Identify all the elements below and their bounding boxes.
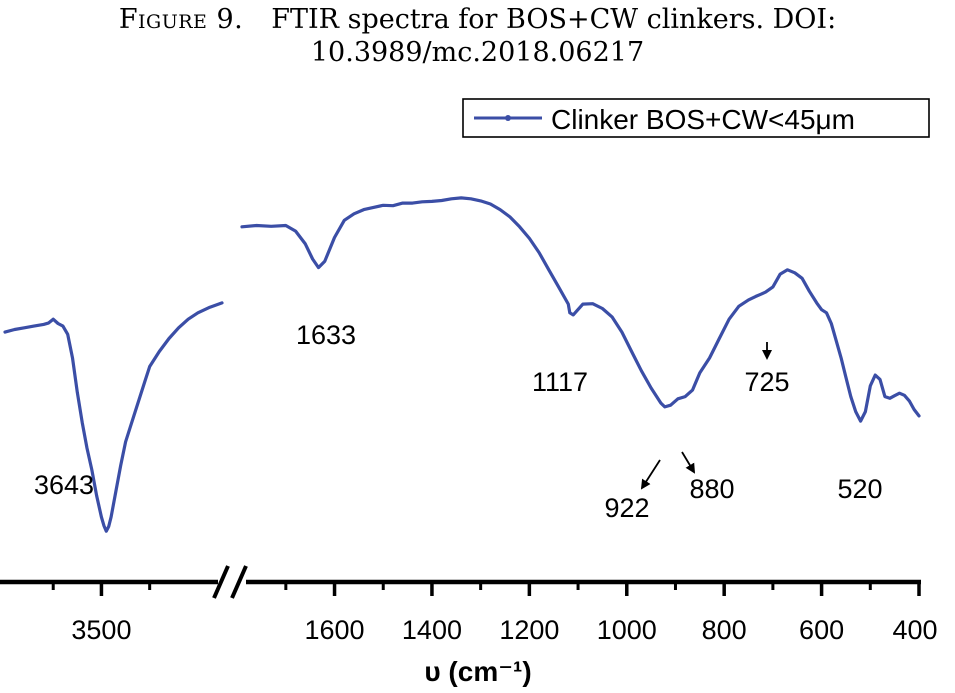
peak-label-1633: 1633: [296, 320, 356, 350]
x-tick-label: 400: [892, 615, 937, 645]
legend-box: [462, 98, 930, 138]
series-line-segment-1: [3, 301, 224, 533]
figure-label: Figure 9.: [118, 4, 244, 35]
x-tick-label: 3500: [71, 615, 131, 645]
x-tick-label: 800: [702, 615, 747, 645]
series-group: [3, 196, 921, 533]
caption-line-1: Figure 9. FTIR spectra for BOS+CW clinker…: [0, 3, 955, 36]
x-tick-label: 1600: [305, 615, 365, 645]
peak-arrow-922: [640, 459, 661, 490]
x-tick-label: 1000: [597, 615, 657, 645]
peak-label-1117: 1117: [532, 367, 588, 397]
axis-break-mark: [230, 565, 248, 599]
peak-arrow-880: [681, 451, 696, 474]
axis-break-mark: [212, 565, 230, 599]
caption-doi: 10.3989/mc.2018.06217: [310, 37, 645, 68]
legend-swatch-marker: [505, 115, 511, 121]
legend-label: Clinker BOS+CW<45μm: [551, 104, 855, 135]
x-tick-label: 1400: [402, 615, 462, 645]
series-line-segment-2: [240, 196, 921, 423]
peak-label-520: 520: [837, 474, 882, 504]
x-tick-label: 1200: [499, 615, 559, 645]
peak-label-725: 725: [744, 367, 789, 397]
peak-label-922: 922: [604, 493, 649, 523]
x-tick-label: 600: [799, 615, 844, 645]
x-axis-title: υ (cm⁻¹): [424, 656, 531, 687]
caption-title: FTIR spectra for BOS+CW clinkers. DOI:: [271, 4, 837, 35]
legend: Clinker BOS+CW<45μm: [462, 98, 930, 138]
peak-label-880: 880: [689, 474, 734, 504]
peak-annotations: 3643 1633 1117 922 880 725 520: [34, 320, 883, 523]
peak-label-3643: 3643: [34, 470, 94, 500]
x-axis: 3500 1600 1400 1200 1000 800 600 400: [0, 565, 938, 645]
figure-caption: Figure 9. FTIR spectra for BOS+CW clinker…: [0, 0, 955, 69]
